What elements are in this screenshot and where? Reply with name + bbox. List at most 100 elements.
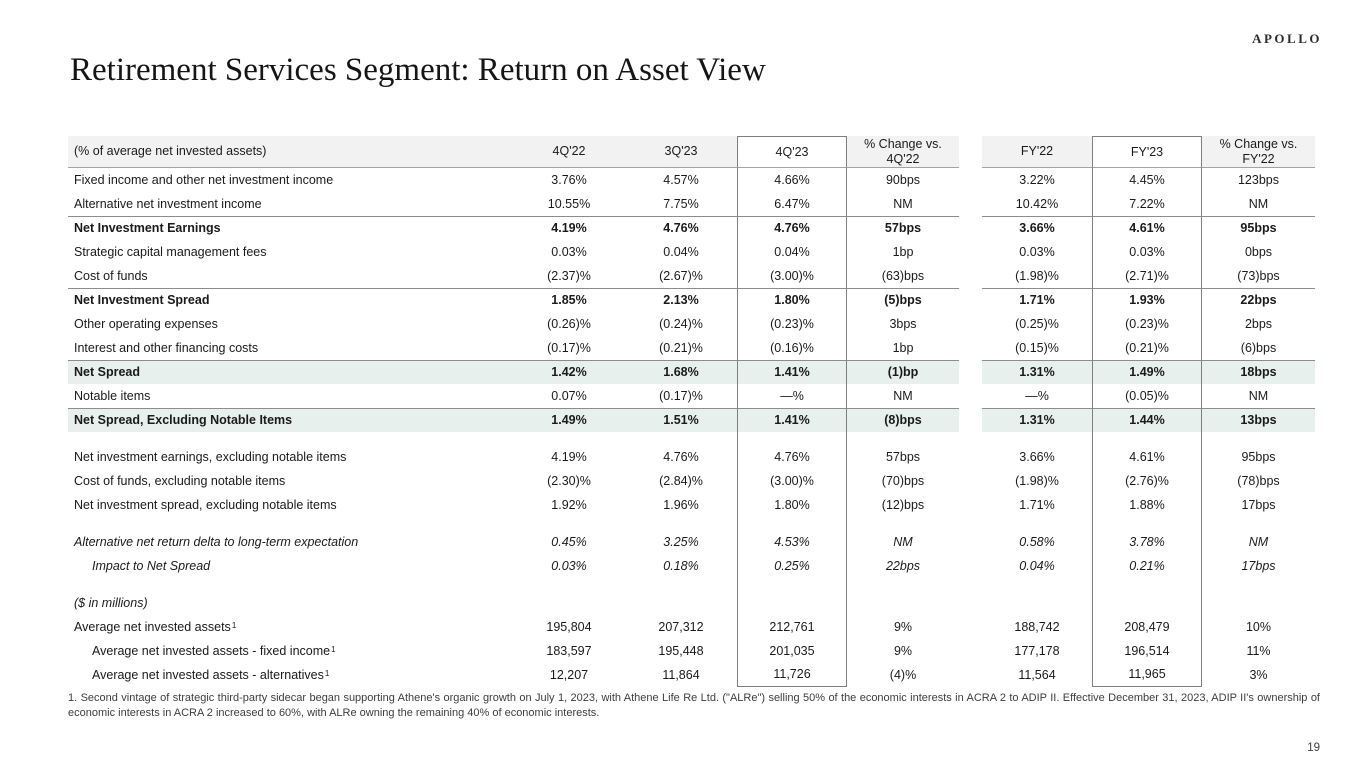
row-value: 1.51% [625,408,737,432]
column-gap [959,264,982,288]
table-row: Average net invested assets - fixed inco… [68,639,1320,663]
table-row: Net investment spread, excluding notable… [68,493,1320,517]
apollo-logo: APOLLO [1252,31,1322,46]
row-value: 3.78% [1092,530,1202,554]
column-gap [959,384,982,408]
row-value: (2.37)% [547,268,591,283]
table-row: Average net invested assets 1 195,804 207,3… [68,615,1320,639]
row-value: (2.67)% [659,268,703,283]
table-spacer-row [68,432,1320,445]
table-row: Alternative net investment income 10.55% 7… [68,192,1320,216]
row-value: 2bps [1244,316,1273,331]
row-label: Average net invested assets 1 [74,619,237,634]
row-value [625,578,737,591]
row-value: (0.25)% [1015,316,1059,331]
row-value: 0.03% [1092,240,1202,264]
row-value: NM [1248,196,1269,211]
row-value [847,517,959,530]
row-value: 12,207 [549,667,589,682]
row-value: 4.61% [1092,445,1202,469]
column-gap [959,469,982,493]
row-value: 0.03% [551,244,587,259]
row-value: 1.49% [1092,360,1202,384]
row-value: 4.76% [737,216,847,240]
row-value: (1.98)% [1015,473,1059,488]
row-value [513,517,625,530]
row-value [625,517,737,530]
row-value: 22bps [885,558,921,573]
column-gap [959,663,982,687]
row-value: 9% [893,643,913,658]
column-header-3q23: 3Q'23 [625,136,737,168]
row-value: 3% [1249,667,1268,682]
column-header-4q22: 4Q'22 [513,136,625,168]
row-value: 7.22% [1092,192,1202,216]
row-value: 4.19% [551,449,587,464]
row-value: 0.18% [663,558,699,573]
row-value: 22bps [1202,288,1315,312]
table-row: Net Investment Spread 1.85% 2.13% 1.80% (5)b… [68,288,1320,312]
row-value [513,591,625,615]
row-value: 0.21% [1092,554,1202,578]
row-value: (3.00)% [737,469,847,493]
row-value: 123bps [1237,172,1279,187]
column-gap [959,408,982,432]
row-value: 0.03% [1019,244,1055,259]
row-value: 201,035 [737,639,847,663]
row-value: 1.93% [1092,288,1202,312]
row-value: 1.42% [513,360,625,384]
row-value: 3.22% [1019,172,1055,187]
column-header-fy22: FY'22 [982,136,1092,168]
footnote: 1. Second vintage of strategic third-par… [68,692,1320,719]
row-value: (0.21)% [659,340,703,355]
row-value: 1.92% [551,497,587,512]
column-header-change-vs-4q22: % Change vs. 4Q'22 [847,136,959,168]
row-value [1202,432,1315,445]
row-value [847,591,959,615]
row-value: (6)bps [1240,340,1277,355]
row-value [737,432,847,445]
row-value: (63)bps [881,268,925,283]
row-value: (0.23)% [1092,312,1202,336]
row-label [68,578,513,591]
row-value: 1.41% [737,360,847,384]
row-value: 95bps [1202,216,1315,240]
row-label: Strategic capital management fees [74,244,267,259]
column-gap [959,517,982,530]
row-value: (4)% [889,667,917,682]
row-value: 4.76% [737,445,847,469]
table-spacer-row [68,578,1320,591]
column-gap [959,312,982,336]
row-value [1092,432,1202,445]
row-label: Impact to Net Spread [92,558,211,573]
row-value: (1.98)% [1015,268,1059,283]
row-value [982,578,1092,591]
table-row: Net Spread, Excluding Notable Items 1.49%… [68,408,1320,432]
row-value: NM [1248,534,1269,549]
row-value [1092,517,1202,530]
row-value: 10.55% [547,196,591,211]
row-value: 4.53% [737,530,847,554]
table-row: Net Spread 1.42% 1.68% 1.41% (1)bp 1.31% 1.49%… [68,360,1320,384]
row-value: 17bps [1241,497,1276,512]
row-label: Net Spread [68,360,513,384]
column-gap [959,216,982,240]
table-header-label: (% of average net invested assets) [68,136,513,168]
table-row: ($ in millions) [68,591,1320,615]
row-value: 3.66% [982,216,1092,240]
row-value [737,591,847,615]
row-value [1202,517,1315,530]
row-value: (2.76)% [1092,469,1202,493]
column-gap [959,530,982,554]
row-value: (0.16)% [737,336,847,360]
row-value: 11,726 [737,663,847,687]
column-gap [959,591,982,615]
row-value: (0.21)% [1092,336,1202,360]
table-row: Other operating expenses (0.26)% (0.24)% (0… [68,312,1320,336]
row-value: 1.80% [737,288,847,312]
row-value: 188,742 [1014,619,1060,634]
column-gap [959,136,982,168]
row-value [625,432,737,445]
row-label: Average net invested assets - alternativ… [92,667,330,682]
